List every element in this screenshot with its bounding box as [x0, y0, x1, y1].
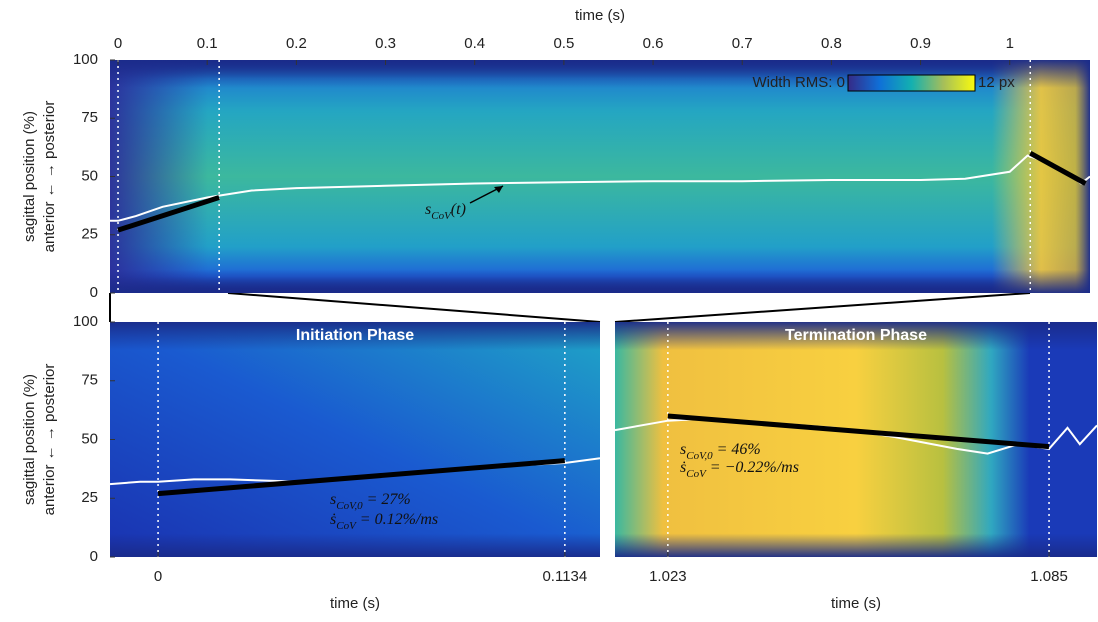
x-tick-label: 1 [1006, 35, 1014, 52]
annotation: ṡCoV = 0.12%/ms [330, 511, 438, 532]
annotation-text: = 27% [363, 491, 411, 508]
y-axis-label: sagittal position (%) [21, 374, 38, 505]
y-tick-label: 25 [81, 226, 98, 243]
zoom-connectors [109, 292, 1031, 323]
heatmap [110, 60, 1090, 293]
y-axis-label: sagittal position (%) [21, 111, 38, 242]
y-axis-label: anterior ← → posterior [41, 101, 58, 253]
x-tick-label: 0.5 [553, 35, 574, 52]
linear-fit [667, 413, 1050, 450]
annotation: ṡCoV = −0.22%/ms [680, 459, 799, 480]
annotation-subscript: CoV [336, 520, 357, 532]
x-tick-label: 1.085 [1030, 568, 1068, 585]
annotation: sCoV(t) [425, 201, 466, 222]
y-tick-label: 50 [81, 430, 98, 447]
heatmap [615, 322, 1097, 557]
annotation-text: = −0.22%/ms [706, 459, 799, 476]
annotation-text: (t) [451, 201, 466, 218]
y-axis-label: anterior ← → posterior [41, 364, 58, 516]
x-tick-label: 0.2 [286, 35, 307, 52]
annotation-symbol: s [680, 441, 686, 458]
y-tick-label: 50 [81, 167, 98, 184]
annotation-subscript: CoV,0 [686, 450, 713, 462]
annotation-symbol: ṡ [680, 459, 686, 476]
heatmap [110, 322, 600, 557]
linear-fit [1029, 151, 1087, 186]
annotation-subscript: CoV [431, 210, 452, 222]
colorbar [847, 74, 976, 92]
x-axis-label: time (s) [330, 595, 380, 612]
x-axis-label: time (s) [575, 7, 625, 24]
connector [614, 292, 1031, 323]
annotation-symbol: ṡ [330, 511, 336, 528]
y-tick-label: 75 [81, 109, 98, 126]
x-tick-label: 0.4 [464, 35, 485, 52]
annotation-text: = 46% [713, 441, 761, 458]
x-tick-label: 0.3 [375, 35, 396, 52]
annotation: sCoV,0 = 27% [330, 491, 411, 512]
linear-fit [157, 458, 566, 497]
annotation: sCoV,0 = 46% [680, 441, 761, 462]
colorbar-label: 12 px [978, 74, 1015, 91]
y-tick-label: 25 [81, 489, 98, 506]
x-tick-label: 0.9 [910, 35, 931, 52]
annotation-subscript: CoV [686, 468, 707, 480]
linear-fit [117, 195, 220, 233]
panel-title: Initiation Phase [296, 327, 414, 344]
annotation-text: = 0.12%/ms [356, 511, 438, 528]
y-tick-label: 0 [90, 284, 98, 301]
y-tick-label: 0 [90, 548, 98, 565]
colorbar-label: Width RMS: 0 [752, 74, 845, 91]
panel-title: Termination Phase [785, 327, 927, 344]
arrow-head [494, 186, 503, 193]
x-tick-label: 0 [154, 568, 162, 585]
y-tick-label: 100 [73, 313, 98, 330]
y-tick-label: 75 [81, 372, 98, 389]
x-tick-label: 0.1134 [542, 568, 587, 585]
annotation-symbol: s [330, 491, 336, 508]
connector [227, 292, 601, 323]
x-axis-label: time (s) [831, 595, 881, 612]
x-tick-label: 0.7 [732, 35, 753, 52]
annotation-symbol: s [425, 201, 431, 218]
x-tick-label: 0.1 [197, 35, 218, 52]
y-tick-label: 100 [73, 51, 98, 68]
x-tick-label: 1.023 [649, 568, 687, 585]
x-tick-label: 0.8 [821, 35, 842, 52]
x-tick-label: 0 [114, 35, 122, 52]
annotation-subscript: CoV,0 [336, 500, 363, 512]
x-tick-label: 0.6 [643, 35, 664, 52]
